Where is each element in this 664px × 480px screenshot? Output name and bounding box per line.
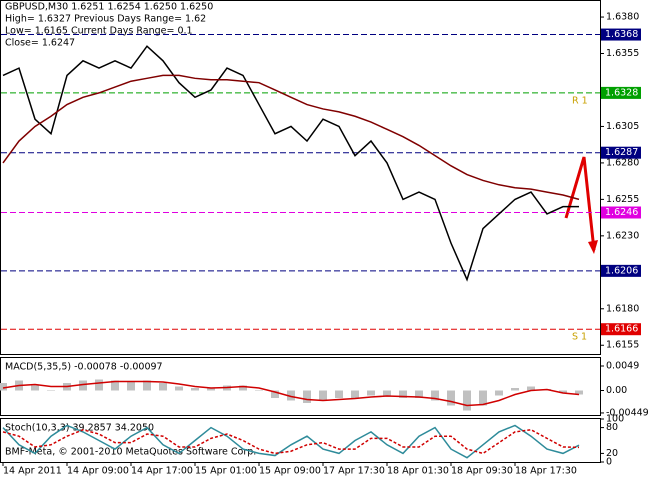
y-tick-label: 80 xyxy=(606,422,618,433)
histogram-bar xyxy=(191,388,199,391)
series-line xyxy=(2,45,579,282)
x-tick-label: 18 Apr 01:30 xyxy=(387,466,449,477)
histogram-bar xyxy=(239,385,247,391)
histogram-bar xyxy=(351,390,359,398)
histogram-bar xyxy=(559,390,567,393)
forecast-arrow xyxy=(564,156,596,251)
histogram-bar xyxy=(367,390,375,396)
level-tag xyxy=(601,28,641,41)
x-tick-label: 17 Apr 17:30 xyxy=(323,466,385,477)
level-label: 1.6287 xyxy=(605,147,638,158)
info-line: Close= 1.6247 xyxy=(5,38,75,49)
y-tick-label: 0.0049 xyxy=(606,361,639,372)
y-tick-label: 1.6180 xyxy=(606,303,639,314)
histogram-bar xyxy=(335,390,343,398)
histogram-bar xyxy=(31,385,39,391)
level-label: 1.6206 xyxy=(605,265,638,276)
x-tick-label: 18 Apr 17:30 xyxy=(515,466,577,477)
histogram-bar xyxy=(127,381,135,391)
x-tick-label: 14 Apr 17:00 xyxy=(131,466,193,477)
level-tag xyxy=(601,206,641,219)
level-label: 1.6246 xyxy=(605,207,638,218)
y-tick-label: 20 xyxy=(606,448,618,459)
histogram-bar xyxy=(47,390,55,391)
histogram-bar xyxy=(463,390,471,411)
histogram-bar xyxy=(255,390,263,391)
series-line xyxy=(2,74,580,201)
histogram-bar xyxy=(287,390,295,401)
x-tick-label: 15 Apr 01:00 xyxy=(195,466,257,477)
level-tag xyxy=(601,146,641,159)
histogram-bar xyxy=(111,380,119,391)
y-tick-label: 1.6155 xyxy=(606,340,639,351)
y-tick-label: 100 xyxy=(606,414,624,425)
level-tag xyxy=(601,323,641,336)
histogram-bar xyxy=(447,390,455,406)
series-line xyxy=(2,424,580,459)
stoch-title: Stoch(10,3,3) 39.2857 34.2050 xyxy=(5,423,154,434)
y-tick-label: 0 xyxy=(606,457,612,468)
y-tick-label: 1.6305 xyxy=(606,121,639,132)
info-line: High= 1.6327 Previous Days Range= 1.62 xyxy=(5,14,206,25)
level-name: S 1 xyxy=(572,332,587,343)
histogram-bar xyxy=(575,390,583,395)
histogram-bar xyxy=(159,383,167,391)
stoch-panel xyxy=(0,418,601,463)
info-line: Low= 1.6165 Current Days Range= 0.1 xyxy=(5,26,193,37)
copyright: BMF-Meta, © 2001-2010 MetaQuotes Softwar… xyxy=(5,447,256,458)
x-tick-label: 14 Apr 09:00 xyxy=(67,466,129,477)
histogram-bar xyxy=(79,380,87,391)
x-tick-label: 14 Apr 2011 xyxy=(3,466,62,477)
x-tick-label: 15 Apr 09:00 xyxy=(259,466,321,477)
main-panel xyxy=(0,0,601,355)
histogram-bar xyxy=(511,388,519,391)
histogram-bar xyxy=(495,390,503,396)
y-tick-label: 0.00 xyxy=(606,385,627,396)
y-tick-label: -0.00449 xyxy=(606,407,649,418)
level-label: 1.6368 xyxy=(605,29,638,40)
histogram-bar xyxy=(319,390,327,401)
histogram-bar xyxy=(399,390,407,398)
y-tick-label: 1.6355 xyxy=(606,48,639,59)
series-line xyxy=(2,380,580,407)
histogram-bar xyxy=(207,388,215,391)
histogram-bar xyxy=(527,386,535,391)
histogram-bar xyxy=(479,390,487,406)
histogram-bar xyxy=(303,390,311,403)
x-tick-label: 18 Apr 09:30 xyxy=(451,466,513,477)
arrow-head xyxy=(588,240,598,254)
level-label: 1.6328 xyxy=(605,87,638,98)
histogram-bar xyxy=(415,390,423,398)
y-tick-label: 1.6280 xyxy=(606,157,639,168)
histogram-bar xyxy=(0,383,7,391)
y-tick-label: 1.6230 xyxy=(606,230,639,241)
level-tag xyxy=(601,86,641,99)
histogram-bar xyxy=(271,390,279,398)
histogram-bar xyxy=(383,390,391,396)
level-tag xyxy=(601,264,641,277)
level-label: 1.6166 xyxy=(605,324,638,335)
histogram-bar xyxy=(143,380,151,391)
macd-title: MACD(5,35,5) -0.00078 -0.00097 xyxy=(5,362,163,373)
histogram-bar xyxy=(95,379,103,391)
histogram-bar xyxy=(175,386,183,391)
level-name: R 1 xyxy=(572,95,588,106)
chart-title: GBPUSD,M30 1.6251 1.6254 1.6250 1.6250 xyxy=(5,2,213,13)
series-line xyxy=(2,428,580,455)
y-tick-label: 1.6380 xyxy=(606,12,639,23)
histogram-bar xyxy=(431,390,439,401)
y-tick-label: 1.6255 xyxy=(606,194,639,205)
